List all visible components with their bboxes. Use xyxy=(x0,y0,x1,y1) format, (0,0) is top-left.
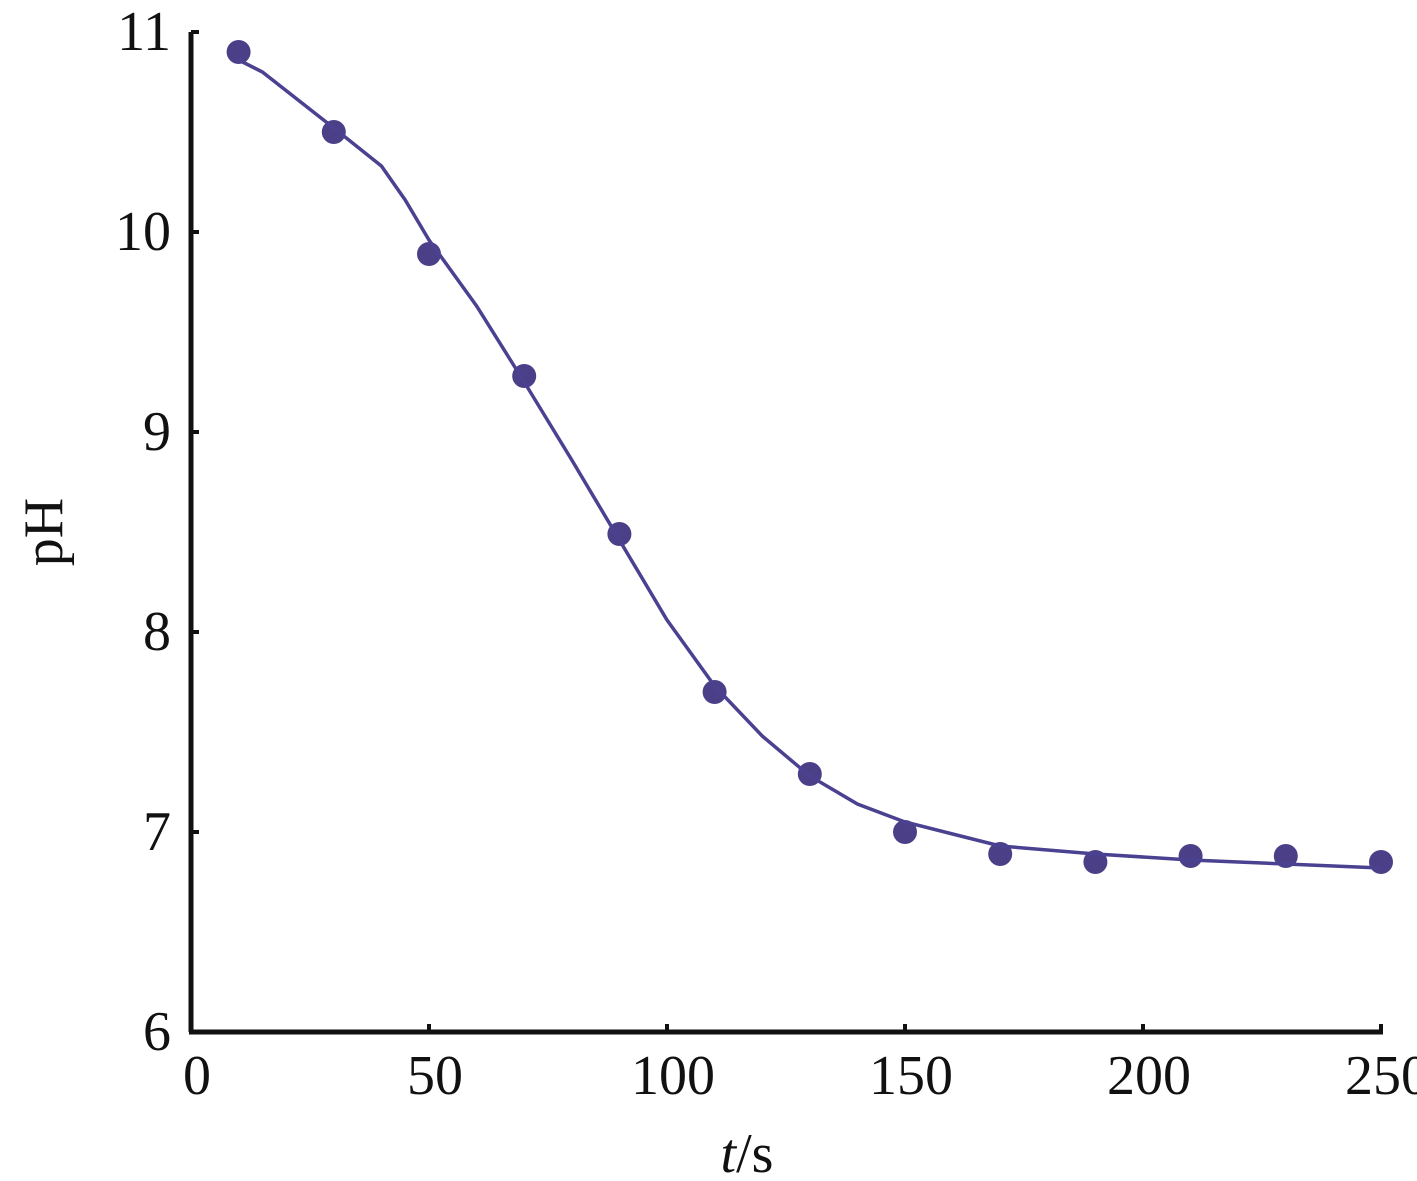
x-tick-label: 150 xyxy=(869,1045,953,1107)
y-tick-label: 11 xyxy=(117,1,171,63)
data-point xyxy=(1369,850,1393,874)
data-point xyxy=(893,820,917,844)
y-tick-label: 9 xyxy=(143,401,171,463)
data-point xyxy=(702,680,727,704)
y-tick-label: 7 xyxy=(143,801,171,863)
x-tick-label: 50 xyxy=(407,1045,463,1107)
x-axis-label: t/s xyxy=(721,1123,774,1181)
x-tick-label: 200 xyxy=(1107,1045,1191,1107)
fit-line xyxy=(237,58,1382,870)
y-tick-label: 10 xyxy=(115,201,171,263)
x-tick-label: 250 xyxy=(1345,1045,1417,1107)
y-tick-label: 8 xyxy=(143,601,171,663)
data-point xyxy=(321,120,346,144)
x-tick-label: 100 xyxy=(631,1045,715,1107)
y-tick-label: 6 xyxy=(143,1001,171,1063)
x-tick-label: 0 xyxy=(183,1045,211,1107)
y-axis-label: pH xyxy=(13,498,75,566)
data-point xyxy=(1178,844,1203,868)
data-point xyxy=(226,40,251,64)
